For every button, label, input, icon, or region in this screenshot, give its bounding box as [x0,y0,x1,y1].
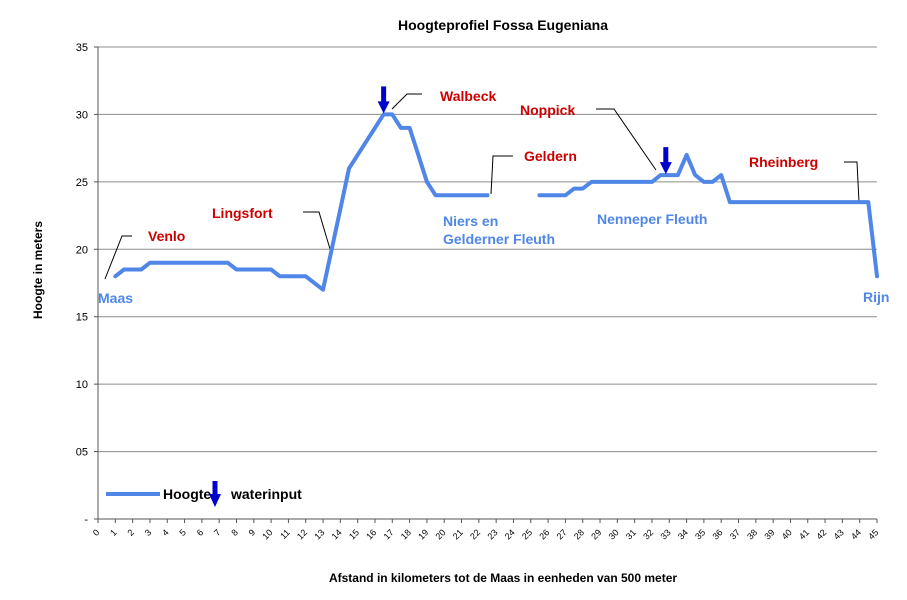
x-tick-label: 44 [849,527,863,541]
x-tick-label: 23 [485,527,499,541]
x-tick-label: 18 [399,527,413,541]
x-tick-label: 29 [589,527,603,541]
x-tick-label: 32 [641,527,655,541]
axes [94,46,878,523]
annotation-geldern: Geldern [524,148,577,164]
waterinput-markers [377,86,672,175]
annotation-maas: Maas [98,290,133,306]
x-tick-label: 6 [195,527,206,538]
x-tick-label: 11 [278,527,292,541]
x-tick-label: 36 [710,527,724,541]
waterinput-arrow-icon [659,147,672,175]
annotation-leader-line [596,108,657,171]
x-tick-label: 2 [125,527,136,538]
annotation-leaders [104,93,860,280]
y-tick-label: 10 [76,379,88,391]
x-tick-label: 14 [330,527,344,541]
y-tick-label: - [84,514,88,526]
waterinput-arrow-icon [377,86,390,114]
annotation-rheinberg: Rheinberg [749,154,818,170]
chart-title: Hoogteprofiel Fossa Eugeniana [398,17,608,33]
legend-label-hoogte: Hoogte [163,486,211,502]
annotation-niers-en: Niers en [443,213,498,229]
x-tick-label: 20 [433,527,447,541]
x-tick-label: 7 [212,527,223,538]
y-tick-label: 35 [76,42,88,54]
legend-label-waterinput: waterinput [230,486,302,502]
x-tick-label: 40 [780,527,794,541]
series-line-segment-2 [537,152,879,279]
legend-arrow-icon [209,481,221,507]
x-tick-label: 42 [814,527,828,541]
x-tick-label: 26 [537,527,551,541]
y-tick-label: 25 [76,177,88,189]
x-tick-label: 13 [312,527,326,541]
annotation-venlo: Venlo [148,228,185,244]
x-tick-label: 5 [177,527,188,538]
y-tick-label: 30 [76,109,88,121]
annotation-nenneper-fleuth: Nenneper Fleuth [597,211,707,227]
annotation-lingsfort: Lingsfort [212,205,273,221]
x-tick-label: 39 [762,527,776,541]
annotation-leader-line [391,93,422,110]
x-tick-label: 28 [572,527,586,541]
x-tick-label: 4 [160,527,171,538]
x-tick-label: 45 [866,527,880,541]
annotation-leader-line [104,235,132,280]
x-tick-label: 41 [797,527,811,541]
annotation-noppick: Noppick [520,102,575,118]
series-line-segment-1 [113,112,490,292]
x-tick-label: 22 [468,527,482,541]
x-tick-label: 24 [503,527,517,541]
x-tick-label: 16 [364,527,378,541]
y-tick-labels: - 05 10 15 20 25 30 35 [76,42,89,526]
annotation-rijn: Rijn [863,289,889,305]
series-hoogte [113,112,879,292]
x-tick-label: 3 [143,527,154,538]
x-tick-label: 12 [295,527,309,541]
x-tick-label: 25 [520,527,534,541]
annotation-leader-line [490,155,513,195]
y-tick-label: 20 [76,244,88,256]
x-tick-label: 17 [382,527,396,541]
gridlines [98,46,877,453]
x-tick-label: 19 [416,527,430,541]
x-tick-label: 15 [347,527,361,541]
x-tick-label: 27 [555,527,569,541]
annotation-gelderner-fleuth: Gelderner Fleuth [443,231,555,247]
y-axis-label: Hoogte in meters [31,221,45,319]
y-tick-label: 15 [76,312,88,324]
annotation-leader-line [303,211,331,250]
annotation-leader-line [844,161,860,203]
y-tick-label: 05 [76,447,88,459]
x-tick-label: 34 [676,527,690,541]
x-tick-label: 30 [607,527,621,541]
x-tick-label: 9 [247,527,258,538]
x-tick-label: 0 [91,527,102,538]
x-tick-label: 43 [832,527,846,541]
x-tick-label: 33 [659,527,673,541]
x-tick-label: 8 [229,527,240,538]
x-axis-label: Afstand in kilometers tot de Maas in een… [329,571,677,585]
x-tick-label: 21 [451,527,465,541]
x-tick-label: 35 [693,527,707,541]
x-tick-label: 38 [745,527,759,541]
x-tick-label: 10 [260,527,274,541]
x-tick-label: 1 [108,527,119,538]
annotation-walbeck: Walbeck [440,88,496,104]
x-tick-labels: 0 1 2 3 4 5 6 7 8 9 10 11 12 13 14 15 16 17 18 19 20 21 22 23 24… [91,527,881,541]
x-tick-label: 37 [728,527,742,541]
annotations: Maas Venlo Lingsfort Walbeck Niers en Ge… [98,88,889,306]
legend: Hoogte waterinput [106,481,302,507]
x-tick-label: 31 [624,527,638,541]
